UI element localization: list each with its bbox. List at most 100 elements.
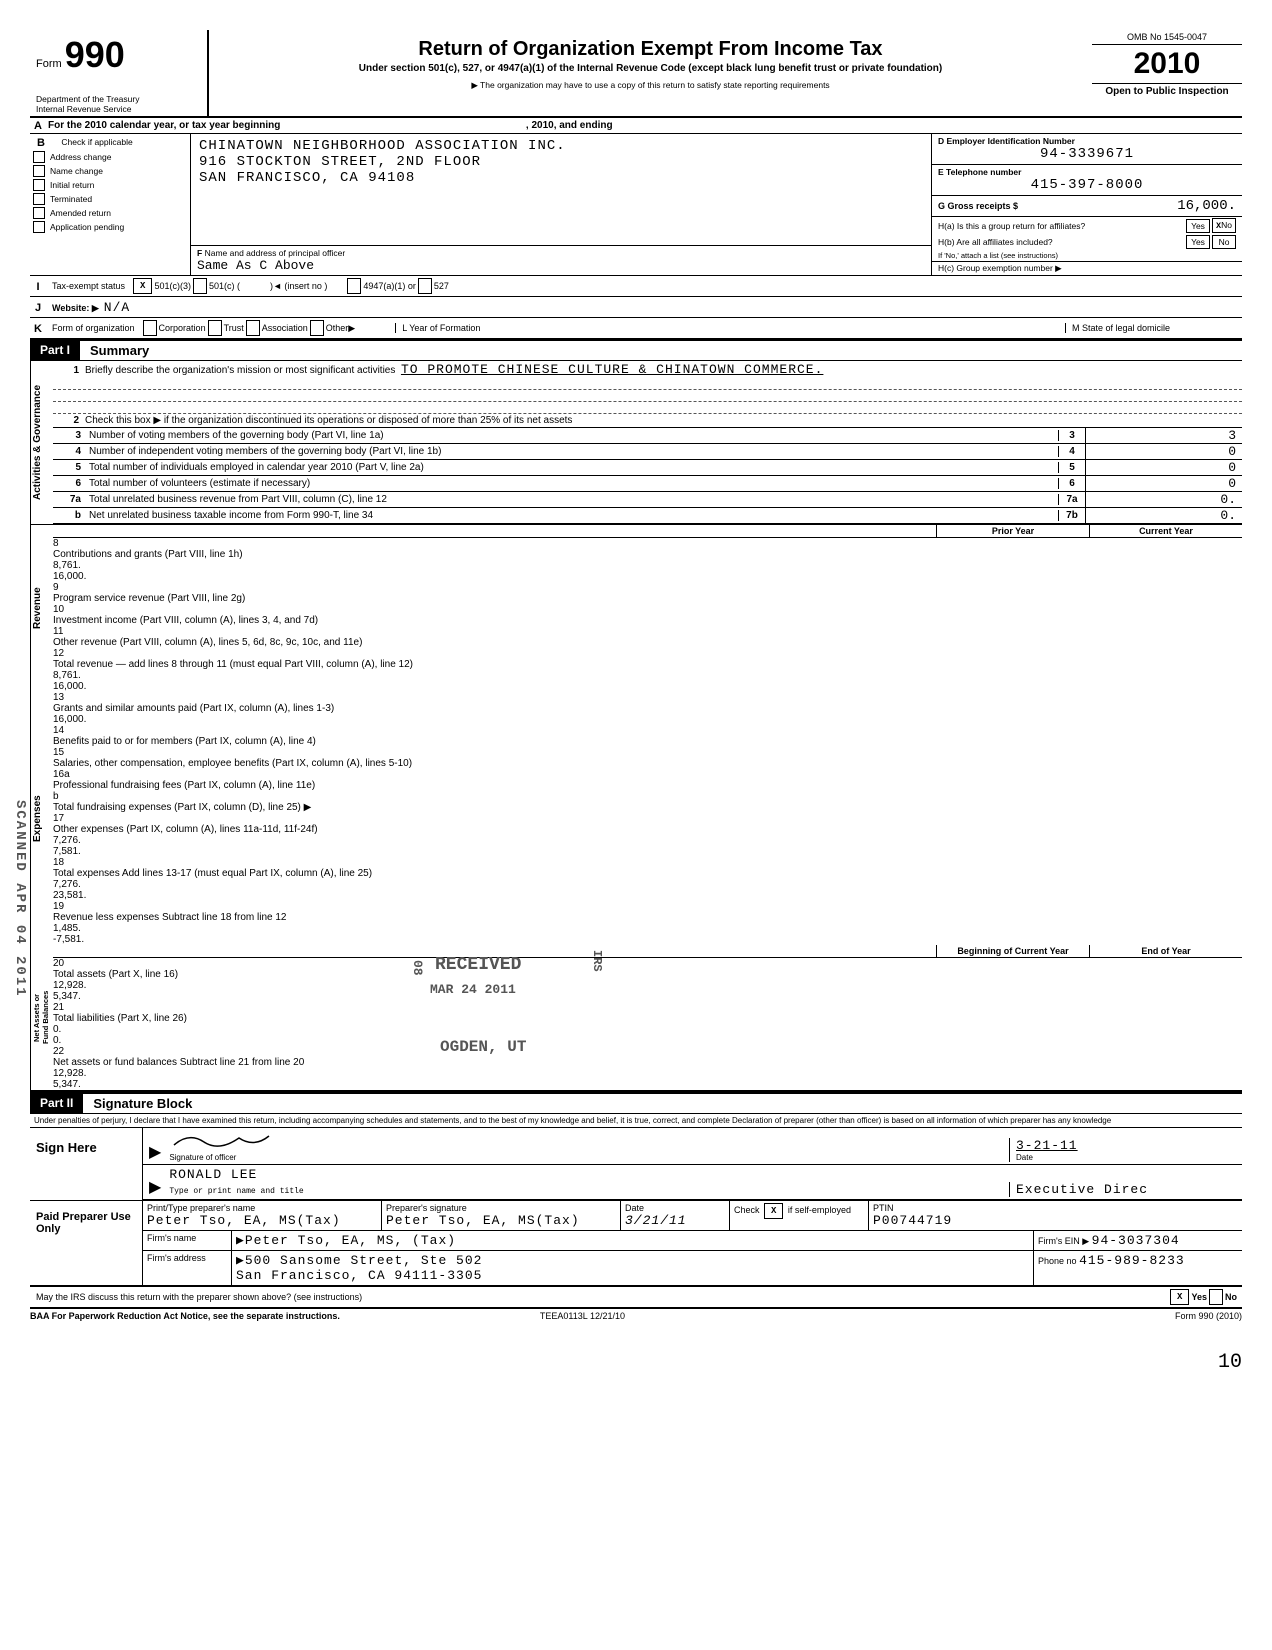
ptin-value: P00744719 <box>873 1213 1238 1228</box>
part-i-title: Summary <box>80 341 159 360</box>
table-row: 22Net assets or fund balances Subtract l… <box>53 1046 1242 1090</box>
hb-yes[interactable]: Yes <box>1186 235 1210 249</box>
footer-form: Form 990 (2010) <box>1175 1311 1242 1321</box>
preparer-date: 3/21/11 <box>625 1213 725 1228</box>
chk-assoc[interactable] <box>246 320 260 336</box>
ptin-label: PTIN <box>873 1203 1238 1213</box>
discuss-yes[interactable]: X <box>1170 1289 1189 1305</box>
chk-application-pending[interactable] <box>33 221 45 233</box>
scanned-stamp: SCANNED APR 04 2011 <box>12 800 28 998</box>
row-a: A For the 2010 calendar year, or tax yea… <box>30 118 1242 134</box>
txt-527: 527 <box>434 281 449 291</box>
gross-receipts: 16,000. <box>1177 198 1236 214</box>
officer-name: RONALD LEE <box>169 1167 257 1182</box>
website-value: N/A <box>104 300 130 315</box>
chk-4947[interactable] <box>347 278 361 294</box>
received-stamp: RECEIVED <box>435 955 521 975</box>
table-row: 12Total revenue — add lines 8 through 11… <box>53 648 1242 692</box>
chk-amended-return[interactable] <box>33 207 45 219</box>
ha-no[interactable]: XNo <box>1212 218 1236 233</box>
page-number: 10 <box>30 1351 1242 1374</box>
sign-here-block: Sign Here ▶ Signature of officer 3-21-11… <box>30 1128 1242 1201</box>
form-990-page: SCANNED APR 04 2011 RECEIVED MAR 24 2011… <box>30 30 1242 1374</box>
tax-year: 2010 <box>1092 45 1242 84</box>
row-i: I Tax-exempt status X501(c)(3) 501(c) ()… <box>30 276 1242 297</box>
received-date-stamp: MAR 24 2011 <box>430 982 516 997</box>
footer-code: TEEA0113L 12/21/10 <box>540 1311 625 1321</box>
firm-name: ▶Peter Tso, EA, MS, (Tax) <box>232 1231 1034 1250</box>
chk-name-change[interactable] <box>33 165 45 177</box>
side-expenses: Expenses <box>30 692 53 945</box>
chk-self-employed[interactable]: X <box>764 1203 783 1219</box>
l1-num: 1 <box>57 365 85 376</box>
table-row: 15Salaries, other compensation, employee… <box>53 747 1242 769</box>
chk-trust[interactable] <box>208 320 222 336</box>
chk-other[interactable] <box>310 320 324 336</box>
boy-head: Beginning of Current Year <box>936 945 1089 957</box>
preparer-name: Peter Tso, EA, MS(Tax) <box>147 1213 377 1228</box>
i-label: Tax-exempt status <box>46 281 131 291</box>
hb-no[interactable]: No <box>1212 235 1236 249</box>
discuss-row: May the IRS discuss this return with the… <box>30 1287 1242 1309</box>
form-number: 990 <box>65 34 125 75</box>
chk-initial-return[interactable] <box>33 179 45 191</box>
row-f: F Name and address of principal officer … <box>191 246 931 275</box>
chk-address-change[interactable] <box>33 151 45 163</box>
opt-initial-return: Initial return <box>50 180 94 190</box>
chk-527[interactable] <box>418 278 432 294</box>
row-g: G Gross receipts $ 16,000. <box>932 196 1242 217</box>
part-i-label: Part I <box>30 341 80 360</box>
officer-value: Same As C Above <box>197 258 314 273</box>
l2-num: 2 <box>57 415 85 426</box>
prep-name-label: Print/Type preparer's name <box>147 1203 377 1213</box>
letter-j: J <box>30 300 46 314</box>
footer: BAA For Paperwork Reduction Act Notice, … <box>30 1309 1242 1321</box>
row-d: D Employer Identification Number 94-3339… <box>932 134 1242 165</box>
txt-501c: 501(c) ( <box>209 281 240 291</box>
open-public: Open to Public Inspection <box>1092 84 1242 99</box>
opt-amended-return: Amended return <box>50 208 111 218</box>
chk-501c[interactable] <box>193 278 207 294</box>
table-row: 13Grants and similar amounts paid (Part … <box>53 692 1242 725</box>
col-c: CHINATOWN NEIGHBORHOOD ASSOCIATION INC. … <box>191 134 932 275</box>
phone-value: 415-397-8000 <box>938 177 1236 193</box>
form-note: ▶ The organization may have to use a cop… <box>219 80 1082 91</box>
baa-notice: BAA For Paperwork Reduction Act Notice, … <box>30 1311 340 1321</box>
k-label: Form of organization <box>46 323 141 333</box>
g-label: G Gross receipts $ <box>938 201 1018 211</box>
row-h-a: H(a) Is this a group return for affiliat… <box>932 217 1242 234</box>
discuss-no[interactable] <box>1209 1289 1223 1305</box>
k-trust: Trust <box>224 323 244 333</box>
discuss-question: May the IRS discuss this return with the… <box>30 1292 1168 1302</box>
table-row: 10Investment income (Part VIII, column (… <box>53 604 1242 626</box>
org-address-block: CHINATOWN NEIGHBORHOOD ASSOCIATION INC. … <box>191 134 931 246</box>
table-row: 20Total assets (Part X, line 16)12,928.5… <box>53 958 1242 1002</box>
opt-terminated: Terminated <box>50 194 92 204</box>
hb-label: H(b) Are all affiliates included? <box>938 237 1053 247</box>
ha-label: H(a) Is this a group return for affiliat… <box>938 221 1085 231</box>
prior-year-head: Prior Year <box>936 525 1089 537</box>
part-i-header: Part I Summary <box>30 339 1242 361</box>
j-label: Website: ▶ <box>52 303 99 313</box>
row-a-text-2: , 2010, and ending <box>526 120 613 131</box>
section-governance: Activities & Governance 1 Briefly descri… <box>30 361 1242 525</box>
governance-table: 3Number of voting members of the governi… <box>53 427 1242 524</box>
form-header: Form 990 Department of the Treasury Inte… <box>30 30 1242 118</box>
ein-value: 94-3339671 <box>938 146 1236 162</box>
row-j: J Website: ▶ N/A <box>30 297 1242 318</box>
letter-b: B <box>33 135 49 149</box>
chk-corp[interactable] <box>143 320 157 336</box>
row-a-text-1: For the 2010 calendar year, or tax year … <box>48 120 280 131</box>
department-label: Department of the Treasury Internal Reve… <box>36 94 201 114</box>
form-title: Return of Organization Exempt From Incom… <box>219 38 1082 61</box>
chk-terminated[interactable] <box>33 193 45 205</box>
col-d-through-h: D Employer Identification Number 94-3339… <box>932 134 1242 275</box>
row-k: K Form of organization Corporation Trust… <box>30 318 1242 339</box>
k-other: Other▶ <box>326 323 355 334</box>
ha-yes[interactable]: Yes <box>1186 219 1210 233</box>
l1-desc: Briefly describe the organization's miss… <box>85 365 395 376</box>
chk-501c3[interactable]: X <box>133 278 152 294</box>
table-row: 18Total expenses Add lines 13-17 (must e… <box>53 857 1242 901</box>
arrow-icon: ▶ <box>149 1142 161 1162</box>
side-governance: Activities & Governance <box>30 361 53 524</box>
